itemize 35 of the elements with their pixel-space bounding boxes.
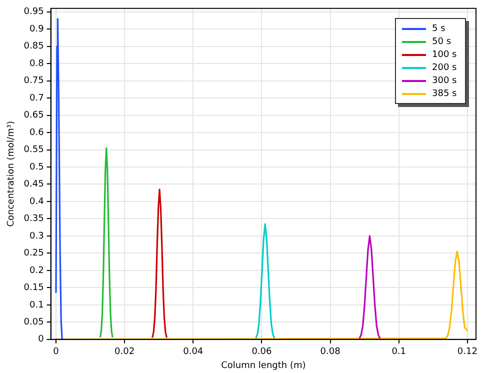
y-tick-label: 0.6 — [30, 128, 44, 138]
y-tick-label: 0.2 — [30, 266, 44, 276]
y-tick-label: 0.8 — [30, 58, 44, 69]
y-tick-label: 0.05 — [24, 318, 44, 328]
x-tick-label: 0.1 — [392, 347, 406, 358]
y-axis-title: Concentration (mol/m³) — [6, 121, 17, 227]
y-tick-label: 0.55 — [24, 145, 44, 156]
legend-label: 100 s — [431, 48, 457, 62]
y-tick-label: 0.7 — [30, 93, 44, 104]
legend-label: 200 s — [431, 62, 457, 74]
y-tick-label: 0.9 — [30, 24, 44, 34]
y-tick-label: 0 — [38, 334, 44, 345]
y-tick-label: 0.1 — [30, 300, 44, 310]
y-tick-label: 0.3 — [30, 231, 44, 242]
x-tick-label: 0.06 — [252, 347, 272, 358]
y-tick-label: 0.4 — [30, 196, 44, 207]
y-tick-label: 0.85 — [24, 42, 44, 52]
y-tick-label: 0.35 — [24, 214, 44, 224]
x-tick-label: 0.12 — [457, 347, 478, 358]
x-tick-label: 0.02 — [114, 347, 135, 358]
y-tick-label: 0.95 — [24, 7, 44, 18]
y-tick-label: 0.15 — [24, 283, 44, 294]
y-tick-label: 0.45 — [24, 180, 44, 190]
legend-label: 385 s — [431, 88, 457, 100]
y-tick-label: 0.5 — [30, 162, 44, 172]
x-tick-label: 0 — [53, 347, 60, 358]
x-axis-title: Column length (m) — [221, 360, 306, 371]
legend-label: 50 s — [431, 36, 452, 48]
legend-label: 300 s — [431, 74, 457, 88]
x-tick-label: 0.04 — [183, 347, 204, 358]
y-tick-label: 0.65 — [24, 110, 44, 121]
y-tick-label: 0.25 — [24, 248, 44, 259]
x-tick-label: 0.08 — [320, 347, 341, 358]
y-tick-label: 0.75 — [24, 76, 44, 86]
legend-label: 5 s — [431, 22, 446, 36]
